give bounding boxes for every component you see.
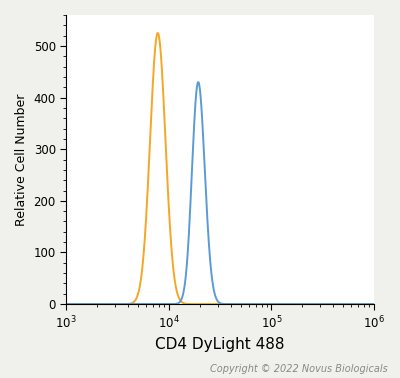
Y-axis label: Relative Cell Number: Relative Cell Number xyxy=(15,93,28,226)
X-axis label: CD4 DyLight 488: CD4 DyLight 488 xyxy=(156,337,285,352)
Text: Copyright © 2022 Novus Biologicals: Copyright © 2022 Novus Biologicals xyxy=(210,364,388,374)
